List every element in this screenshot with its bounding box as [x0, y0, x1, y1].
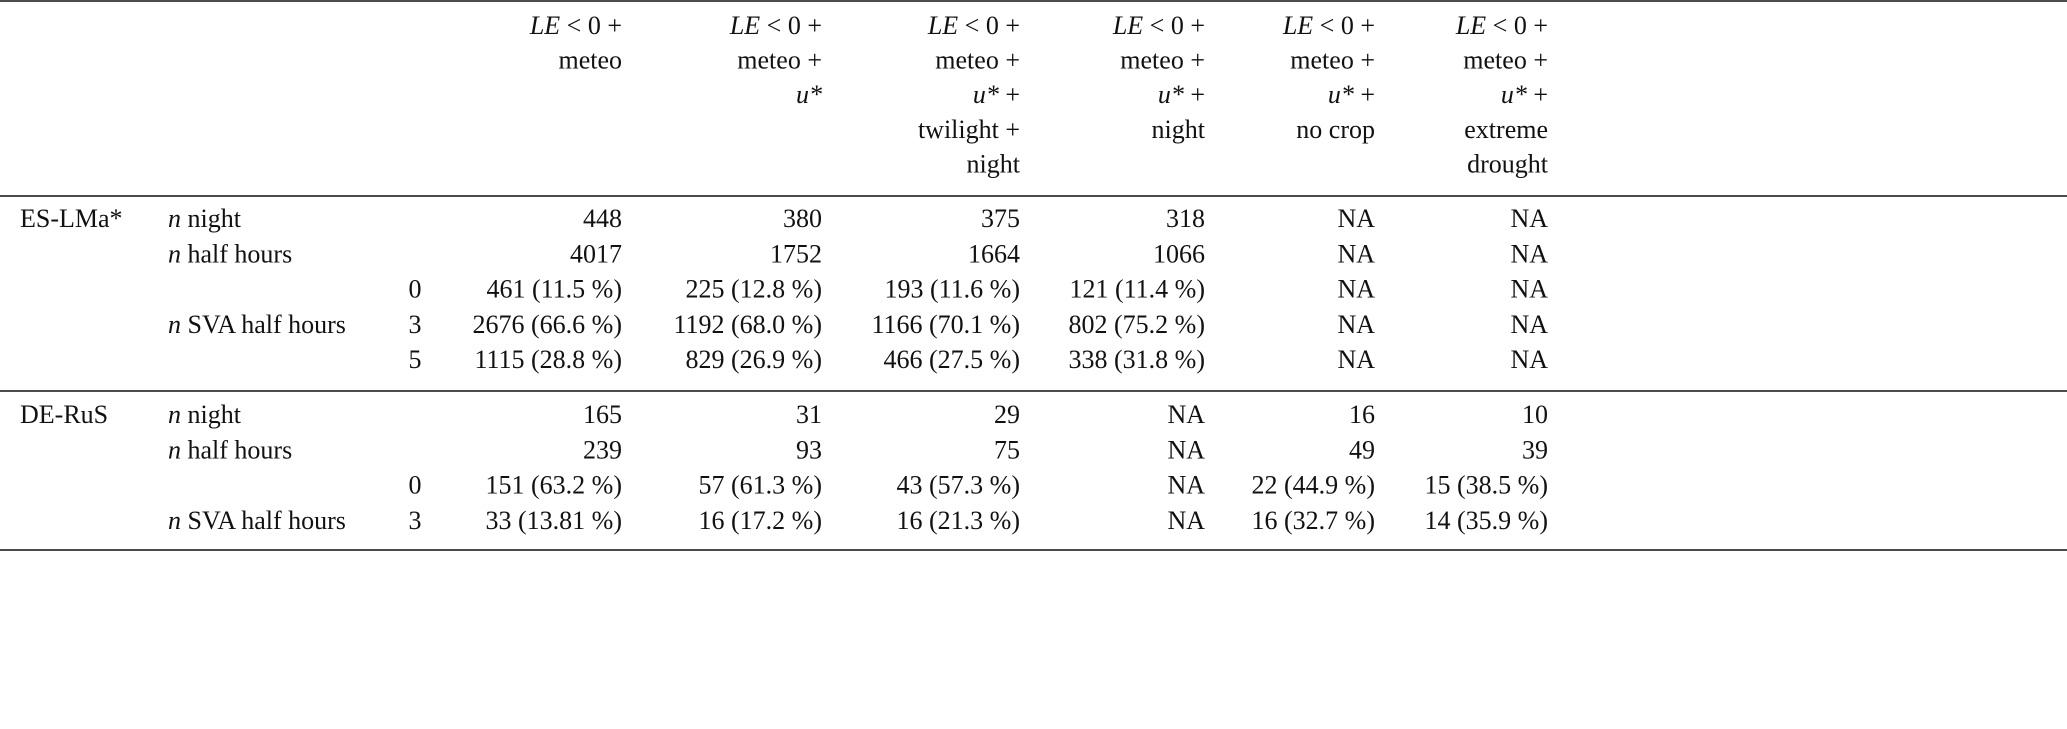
column-header: LE < 0 +: [529, 11, 622, 40]
cell: 466 (27.5 %): [884, 345, 1020, 374]
cell: 16 (21.3 %): [897, 506, 1020, 535]
threshold-label: 3: [409, 506, 422, 535]
cell: NA: [1337, 345, 1375, 374]
cell: NA: [1337, 275, 1375, 304]
cell: 10: [1522, 400, 1548, 429]
cell: 16 (17.2 %): [699, 506, 822, 535]
cell: 193 (11.6 %): [884, 275, 1020, 304]
cell: 375: [981, 204, 1020, 233]
cell: 448: [583, 204, 622, 233]
cell: 49: [1349, 435, 1375, 464]
cell: 1115 (28.8 %): [474, 345, 622, 374]
cell: NA: [1167, 400, 1205, 429]
cell: 39: [1522, 435, 1548, 464]
cell: 16: [1349, 400, 1375, 429]
cell: 43 (57.3 %): [897, 471, 1020, 500]
cell: 829 (26.9 %): [686, 345, 822, 374]
cell: NA: [1337, 310, 1375, 339]
variable-label: n SVA half hours: [168, 506, 346, 535]
cell: 1752: [770, 239, 822, 268]
column-header: meteo +: [1463, 46, 1548, 75]
cell: NA: [1167, 435, 1205, 464]
site-label: DE-RuS: [20, 400, 108, 429]
cell: NA: [1337, 204, 1375, 233]
column-header: no crop: [1296, 115, 1375, 144]
column-header: meteo +: [737, 46, 822, 75]
column-header: u* +: [1158, 80, 1205, 109]
column-header: u* +: [973, 80, 1020, 109]
threshold-label: 3: [409, 310, 422, 339]
cell: NA: [1337, 239, 1375, 268]
column-header: meteo: [558, 46, 622, 75]
cell: 165: [583, 400, 622, 429]
site-label: ES-LMa*: [20, 204, 123, 233]
cell: 4017: [570, 239, 622, 268]
column-header: LE < 0 +: [1112, 11, 1205, 40]
cell: 93: [796, 435, 822, 464]
cell: 16 (32.7 %): [1252, 506, 1375, 535]
cell: NA: [1510, 275, 1548, 304]
cell: 121 (11.4 %): [1069, 275, 1205, 304]
column-header: drought: [1467, 149, 1549, 178]
cell: 1664: [968, 239, 1020, 268]
cell: 318: [1166, 204, 1205, 233]
cell: 2676 (66.6 %): [473, 310, 622, 339]
cell: 802 (75.2 %): [1069, 310, 1205, 339]
column-header: LE < 0 +: [1455, 11, 1548, 40]
cell: 225 (12.8 %): [686, 275, 822, 304]
cell: 75: [994, 435, 1020, 464]
threshold-label: 0: [409, 275, 422, 304]
column-header: u* +: [1328, 80, 1375, 109]
cell: 151 (63.2 %): [486, 471, 622, 500]
cell: 1066: [1153, 239, 1205, 268]
variable-label: n SVA half hours: [168, 310, 346, 339]
cell: 22 (44.9 %): [1252, 471, 1375, 500]
cell: 31: [796, 400, 822, 429]
cell: NA: [1510, 310, 1548, 339]
cell: 338 (31.8 %): [1069, 345, 1205, 374]
cell: 1166 (70.1 %): [871, 310, 1020, 339]
cell: 239: [583, 435, 622, 464]
cell: 14 (35.9 %): [1425, 506, 1548, 535]
cell: NA: [1167, 506, 1205, 535]
cell: NA: [1510, 204, 1548, 233]
variable-label: n night: [168, 400, 242, 429]
variable-label: n half hours: [168, 435, 292, 464]
threshold-label: 5: [409, 345, 422, 374]
column-header: u* +: [1501, 80, 1548, 109]
column-header: night: [1152, 115, 1206, 144]
column-header: night: [967, 149, 1021, 178]
variable-label: n half hours: [168, 239, 292, 268]
column-header: extreme: [1464, 115, 1548, 144]
column-header: LE < 0 +: [1282, 11, 1375, 40]
column-header: LE < 0 +: [729, 11, 822, 40]
column-header: u*: [796, 80, 822, 109]
column-header: twilight +: [918, 115, 1020, 144]
cell: NA: [1167, 471, 1205, 500]
cell: NA: [1510, 345, 1548, 374]
cell: NA: [1510, 239, 1548, 268]
cell: 461 (11.5 %): [486, 275, 622, 304]
threshold-label: 0: [409, 471, 422, 500]
column-header: meteo +: [935, 46, 1020, 75]
cell: 29: [994, 400, 1020, 429]
cell: 1192 (68.0 %): [673, 310, 822, 339]
column-header: LE < 0 +: [927, 11, 1020, 40]
column-header: meteo +: [1290, 46, 1375, 75]
column-header: meteo +: [1120, 46, 1205, 75]
cell: 15 (38.5 %): [1425, 471, 1548, 500]
variable-label: n night: [168, 204, 242, 233]
cell: 380: [783, 204, 822, 233]
cell: 33 (13.81 %): [486, 506, 622, 535]
cell: 57 (61.3 %): [699, 471, 822, 500]
